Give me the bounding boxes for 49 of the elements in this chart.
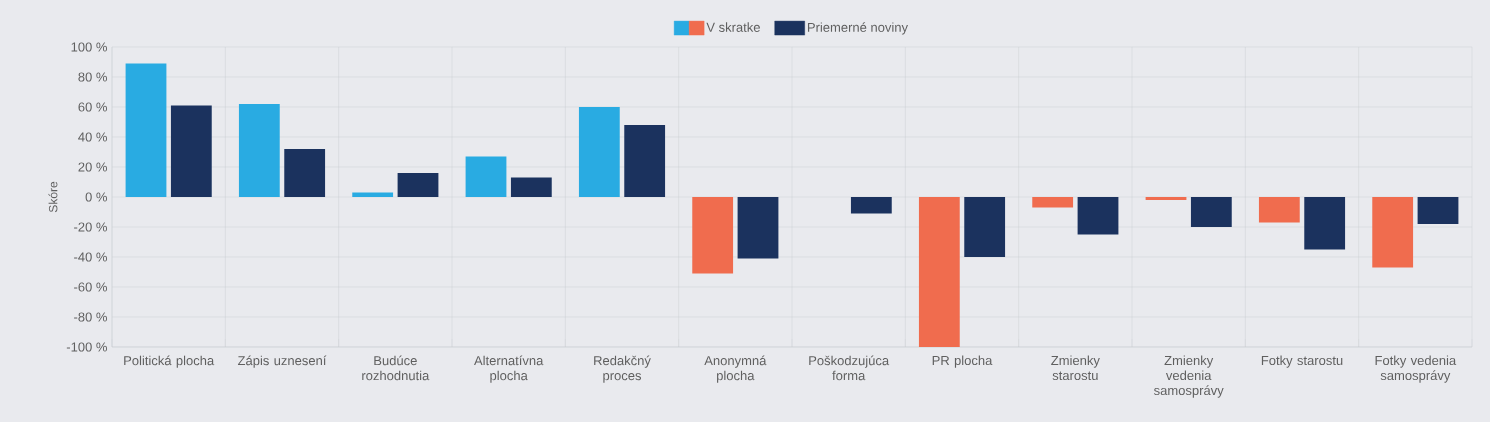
y-tick-label: 60 % bbox=[78, 102, 107, 112]
bar bbox=[1190, 197, 1232, 227]
bar bbox=[1304, 197, 1346, 250]
bar bbox=[397, 173, 439, 197]
bar bbox=[510, 177, 552, 197]
x-tick-label: Fotky starostu bbox=[1261, 355, 1343, 368]
y-tick-label: -40 % bbox=[74, 252, 107, 262]
y-tick-label: 0 % bbox=[85, 192, 107, 202]
bar bbox=[1032, 197, 1074, 208]
bar bbox=[624, 125, 666, 197]
legend-label: Priemerné noviny bbox=[807, 22, 908, 35]
bar bbox=[1258, 197, 1300, 223]
bar bbox=[1372, 197, 1414, 268]
bar bbox=[1077, 197, 1119, 235]
x-tick-label: Zápis uznesení bbox=[237, 355, 327, 368]
bar bbox=[964, 197, 1006, 257]
bar bbox=[465, 156, 507, 197]
x-tick-label: Budúce rozhodnutia bbox=[362, 355, 430, 381]
bar bbox=[170, 105, 212, 197]
bar bbox=[352, 192, 394, 197]
bar bbox=[238, 104, 280, 197]
x-tick-label: Zmienky vedenia samosprávy bbox=[1153, 355, 1224, 398]
x-tick-label: Redakčný proces bbox=[594, 355, 651, 383]
x-tick-label: Anonymná plocha bbox=[704, 355, 767, 383]
bar bbox=[692, 197, 734, 274]
bar bbox=[737, 197, 779, 259]
y-tick-label: -100 % bbox=[66, 342, 107, 352]
bar bbox=[850, 197, 892, 214]
x-tick-label: Alternatívna plocha bbox=[474, 355, 544, 383]
y-tick-label: 20 % bbox=[78, 162, 107, 172]
y-axis-title: Skóre bbox=[48, 181, 58, 213]
legend-label: V skratke bbox=[706, 22, 760, 32]
bar bbox=[125, 63, 167, 197]
bar bbox=[284, 149, 326, 197]
bar bbox=[918, 197, 960, 347]
x-tick-label: Poškodzujúca forma bbox=[809, 355, 890, 381]
bar bbox=[578, 107, 620, 197]
x-tick-label: Zmienky starostu bbox=[1051, 355, 1100, 381]
y-tick-label: -20 % bbox=[74, 222, 107, 232]
y-tick-label: -80 % bbox=[74, 312, 107, 322]
bar bbox=[1145, 197, 1187, 200]
x-tick-label: PR plocha bbox=[932, 355, 993, 368]
bar bbox=[1417, 197, 1459, 224]
y-tick-label: 100 % bbox=[71, 42, 107, 52]
y-tick-label: -60 % bbox=[74, 282, 107, 292]
y-tick-label: 40 % bbox=[78, 132, 107, 142]
x-tick-label: Politická plocha bbox=[124, 355, 215, 368]
x-tick-label: Fotky vedenia samosprávy bbox=[1375, 355, 1457, 383]
y-tick-label: 80 % bbox=[78, 72, 107, 82]
